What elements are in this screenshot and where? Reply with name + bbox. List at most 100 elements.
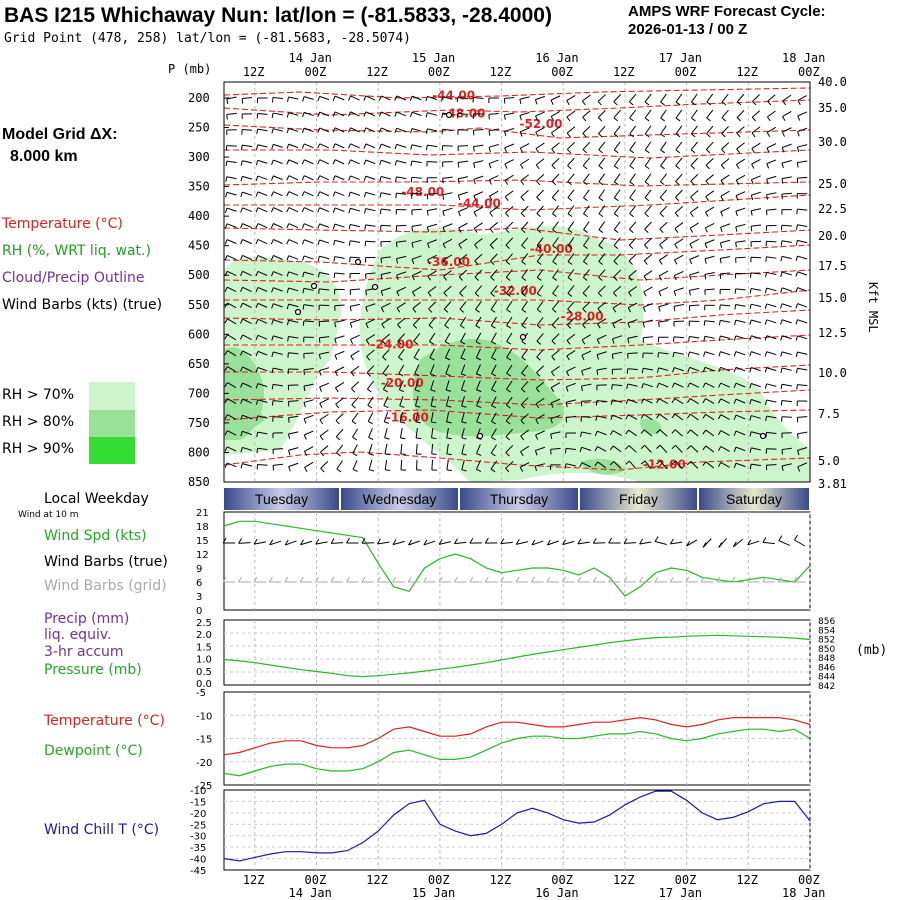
wind-barb-375 (460, 332, 466, 342)
wind-barb-4 (226, 160, 237, 163)
wind-barb-flag-149 (317, 175, 321, 181)
wind-barb-84 (273, 287, 283, 292)
wind-barb-flag-850 (765, 256, 767, 262)
wind-barb-520 (551, 349, 560, 357)
wind-barb-400 (475, 348, 482, 358)
wind-barb-flag-671 (640, 460, 646, 465)
wind-barb-flag-289 (409, 112, 413, 118)
wind-barb-flag-182 (334, 322, 337, 328)
wind-barb-655 (644, 205, 652, 214)
top-date-label-4: 18 Jan (782, 51, 825, 65)
wind-barb-357 (446, 427, 449, 438)
wind-barb-259 (383, 396, 389, 406)
wind-barb-flag-192 (348, 95, 351, 101)
wind-barb-586 (598, 253, 606, 262)
wind-barb-flag-729 (689, 243, 693, 249)
wind-barb-796 (736, 158, 746, 165)
wind-barb-905 (797, 367, 808, 371)
wind-barb-516 (552, 285, 559, 294)
wind-barb-flag-45 (240, 431, 243, 437)
temp-contour-label-0: -44.00 (432, 89, 475, 103)
wind-barb-332 (430, 412, 434, 423)
wind-barb-491 (536, 269, 544, 278)
wind-barb-flag-725 (690, 180, 695, 186)
wind-barb-42 (242, 382, 252, 388)
wind-barb-flag-818 (751, 132, 756, 138)
wind-barb-541 (567, 301, 575, 310)
wind-barb-flag-824 (750, 226, 753, 232)
wind-barb-flag-751 (705, 211, 709, 217)
wind-barb-flag-439 (505, 212, 510, 218)
wind-barb-flag-873 (780, 240, 783, 246)
wind-barb-flag-127 (301, 207, 305, 213)
wind-barb-flag-206 (349, 322, 353, 328)
wind-barb-flag-678 (659, 197, 665, 202)
wind-barb-836 (751, 415, 761, 419)
wind-barb-flag-579 (598, 149, 603, 154)
surface-barb-true-flag-26 (623, 538, 628, 544)
wind-barb-230 (365, 318, 376, 324)
wind-barb-flag-487 (536, 213, 541, 218)
wind-barb-910 (797, 447, 808, 451)
chill-series-0 (223, 790, 811, 862)
wind-barb-823 (751, 208, 762, 212)
wind-barb-flag-51 (256, 144, 259, 150)
wind-barb-flag-88 (271, 351, 274, 357)
wind-barb-flag-298 (411, 259, 415, 265)
wind-barb-284 (399, 412, 404, 422)
wind-barb-627 (629, 141, 636, 151)
wind-barb-flag-361 (457, 113, 459, 119)
wind-barb-flag-646 (625, 445, 630, 450)
wind-barb-206 (350, 319, 360, 324)
wind-barb-669 (643, 429, 653, 437)
wind-barb-flag-245 (379, 176, 382, 182)
wind-barb-flag-351 (444, 341, 450, 345)
wind-barb-flag-156 (318, 288, 320, 294)
wind-barb-318 (427, 192, 438, 195)
wind-barb-flag-52 (255, 160, 259, 166)
wind-barb-302 (412, 317, 421, 326)
wind-barb-678 (659, 189, 668, 198)
wind-barb-506 (551, 126, 560, 134)
wind-barb-flag-655 (644, 213, 649, 218)
wind-barb-781 (720, 304, 731, 307)
wind-barb-flag-417 (489, 244, 494, 249)
wind-barb-718 (675, 444, 683, 453)
wind-barb-126 (304, 191, 314, 197)
wind-barb-68 (257, 415, 268, 419)
wind-barb-flag-455 (505, 467, 510, 473)
wind-barb-flag-321 (427, 243, 430, 249)
wind-barb-flag-591 (596, 339, 600, 345)
surface-barb-true-flag-24 (592, 537, 597, 544)
wind-barb-flag-537 (567, 245, 573, 249)
wind-barb-flag-847 (765, 210, 768, 216)
wind-barb-717 (674, 429, 683, 437)
surface-barb-grid-flag-2 (253, 576, 258, 583)
wind-barb-578 (598, 125, 606, 134)
wind-barb-562 (583, 253, 590, 262)
surface-barb-true-flag-4 (284, 539, 289, 546)
wind-barb-487 (536, 205, 544, 214)
surface-barb-true-flag-19 (515, 539, 520, 545)
temp-contour-7 (223, 244, 811, 271)
wind-barb-445 (506, 300, 513, 310)
wind-barb-184 (334, 350, 345, 356)
wind-barb-flag-129 (301, 239, 305, 245)
wind-barb-flag-442 (505, 260, 511, 265)
wind-barb-flag-627 (629, 149, 635, 154)
wind-barb-flag-242 (378, 127, 382, 133)
wind-barb-783 (720, 335, 731, 340)
wind-barb-flag-823 (750, 210, 753, 216)
wind-barb-flag-791 (717, 462, 722, 468)
wind-barb-3 (226, 145, 237, 147)
wind-barb-flag-498 (535, 387, 540, 393)
wind-barb-flag-47 (240, 463, 243, 469)
surface-barb-true-10 (377, 541, 390, 545)
temperature-panel-label: Temperature (°C) (44, 713, 165, 729)
wind-barb-177 (334, 239, 345, 244)
wind-barb-flag-558 (583, 197, 588, 202)
wind-barb-168 (334, 95, 345, 101)
wind-barb-748 (705, 157, 714, 166)
wind-barb-flag-535 (567, 213, 573, 218)
wind-barb-467 (521, 269, 529, 278)
